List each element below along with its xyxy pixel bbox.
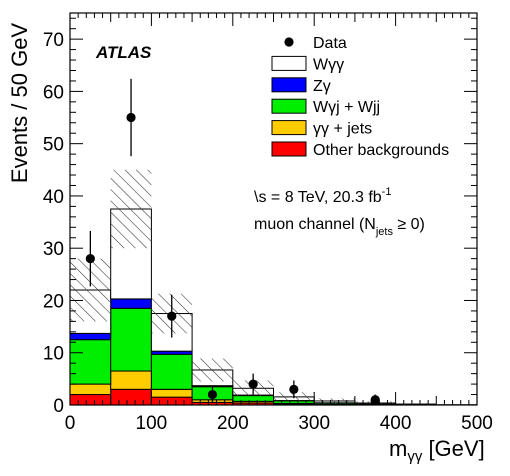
bar-1-1 xyxy=(110,370,152,390)
legend-marker-data xyxy=(284,37,294,47)
bar-2-1 xyxy=(110,307,152,372)
energy-label: \s = 8 TeV, 20.3 fb-1 xyxy=(254,186,391,206)
legend-label-2: Zγ xyxy=(313,78,331,95)
data-points xyxy=(85,78,380,405)
data-point-6 xyxy=(370,395,380,405)
bar-3-1 xyxy=(110,298,152,309)
bar-2-0 xyxy=(69,339,112,385)
legend: Data Wγγ Zγ Wγj + Wjj γγ + jets Other backgro… xyxy=(271,35,449,159)
legend-label-0: Data xyxy=(313,35,347,52)
x-tick-label-4: 400 xyxy=(380,413,412,434)
data-point-1 xyxy=(126,112,136,123)
x-tick-label-3: 300 xyxy=(298,413,330,434)
legend-swatch-2 xyxy=(271,77,307,93)
atlas-label: ATLAS xyxy=(95,43,152,62)
y-tick-label-7: 70 xyxy=(43,30,64,51)
legend-label-5: Other backgrounds xyxy=(313,142,449,159)
x-tick-label-1: 100 xyxy=(136,413,168,434)
bar-3-0 xyxy=(69,332,112,341)
y-tick-label-2: 20 xyxy=(43,291,64,312)
y-tick-label-0: 0 xyxy=(53,396,64,417)
x-tick-label-0: 0 xyxy=(65,413,76,434)
legend-swatch-5 xyxy=(271,141,307,157)
x-tick-label-2: 200 xyxy=(217,413,249,434)
y-tick-label-5: 50 xyxy=(43,135,64,156)
data-point-0 xyxy=(85,254,95,264)
data-point-2 xyxy=(167,311,177,321)
axis-ticks xyxy=(69,13,478,406)
x-axis-title: mγγ [GeV] xyxy=(389,436,485,465)
data-point-4 xyxy=(248,379,258,389)
uncertainty-band-3 xyxy=(192,358,233,382)
bar-2-4 xyxy=(232,395,275,402)
bar-1-2 xyxy=(150,388,193,398)
uncertainty-band-8 xyxy=(395,403,437,405)
y-tick-label-1: 10 xyxy=(43,344,64,365)
data-point-3 xyxy=(207,389,218,400)
y-tick-label-6: 60 xyxy=(43,82,64,103)
bar-2-2 xyxy=(150,353,193,390)
bar-0-0 xyxy=(69,394,112,406)
bar-0-1 xyxy=(110,388,152,406)
bar-0-2 xyxy=(150,396,193,406)
y-tick-label-4: 40 xyxy=(43,187,64,208)
legend-label-3: Wγj + Wjj xyxy=(313,99,380,116)
bar-1-0 xyxy=(69,383,112,396)
channel-label: muon channel (Njets ≥ 0) xyxy=(254,216,425,238)
uncertainty-band-6 xyxy=(314,398,355,404)
x-tick-label-5: 500 xyxy=(461,413,493,434)
legend-label-4: γγ + jets xyxy=(313,121,372,138)
y-axis-title: Events / 50 GeV xyxy=(7,23,32,184)
legend-label-1: Wγγ xyxy=(313,56,344,73)
legend-swatch-4 xyxy=(271,120,307,136)
y-tick-label-3: 30 xyxy=(43,239,64,260)
uncertainty-band-1 xyxy=(110,169,152,249)
data-point-5 xyxy=(289,384,299,394)
tick-labels: 0 100 200 300 400 500 0 10 20 30 40 50 60 70 xyxy=(43,30,493,434)
legend-swatch-3 xyxy=(271,98,307,114)
legend-swatch-1 xyxy=(271,55,307,71)
